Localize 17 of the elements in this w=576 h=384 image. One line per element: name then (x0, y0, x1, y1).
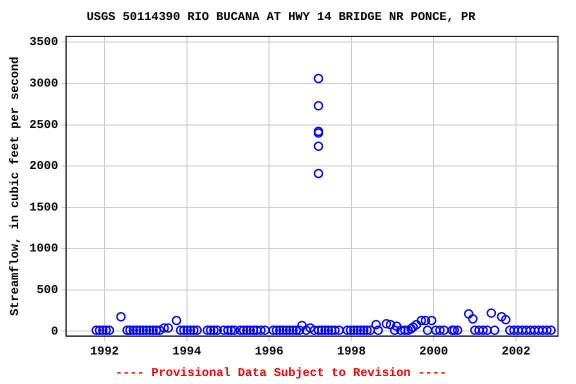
y-tick-label: 1500 (29, 200, 58, 214)
x-tick-label: 2000 (419, 344, 448, 358)
y-tick-label: 1000 (29, 242, 58, 256)
x-tick-label: 1992 (90, 344, 119, 358)
y-axis-title: Streamflow, in cubic feet per second (8, 56, 22, 316)
y-tick-label: 0 (51, 324, 58, 338)
y-tick-label: 3500 (29, 35, 58, 50)
y-tick-label: 2000 (29, 159, 58, 174)
text: ---- Provisional Data Subject to Revision ---- (115, 366, 447, 380)
y-tick-label: 500 (36, 282, 58, 297)
x-tick-label: 1994 (172, 344, 202, 358)
chart-title: USGS 50114390 RIO BUCANA AT HWY 14 BRIDGE NR PONCE, PR (86, 10, 476, 24)
x-tick-label: 1996 (254, 344, 284, 358)
y-tick-label: 2500 (29, 118, 58, 132)
y-tick-label: 3000 (29, 76, 58, 90)
x-tick-label: 1998 (337, 344, 366, 358)
x-tick-label: 2002 (502, 344, 530, 358)
